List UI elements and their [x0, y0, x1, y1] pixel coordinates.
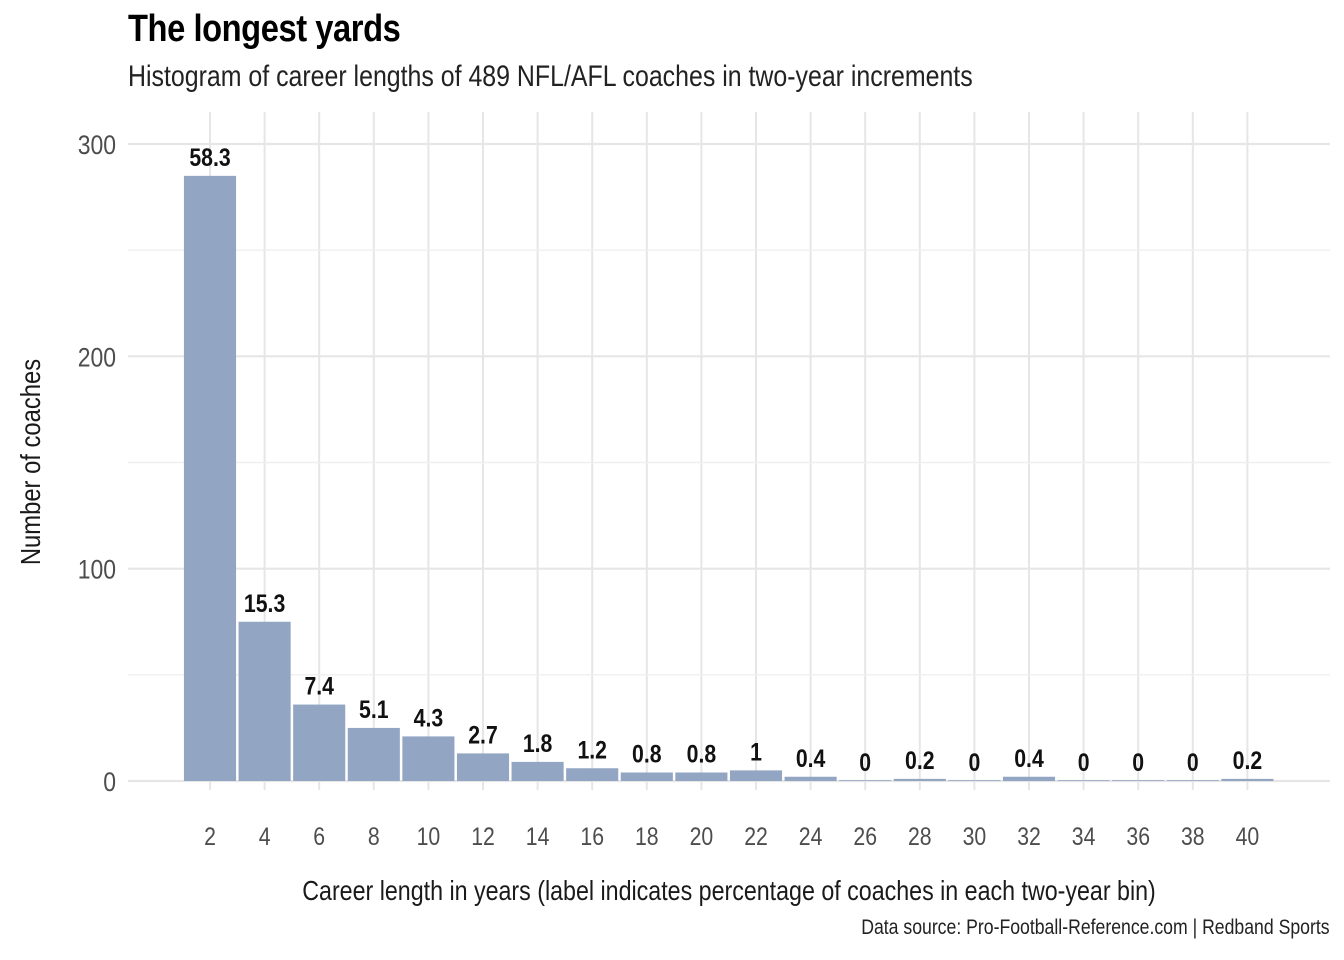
- bar: [729, 770, 783, 781]
- bar: [402, 736, 455, 781]
- bar-value-label: 0: [968, 748, 980, 776]
- y-tick-label: 300: [78, 130, 116, 160]
- bar: [1221, 778, 1274, 781]
- y-tick-label: 200: [78, 343, 116, 373]
- x-axis-title: Career length in years (label indicates …: [302, 876, 1156, 906]
- x-tick-label: 8: [368, 822, 380, 850]
- bars: [183, 175, 1274, 782]
- bar: [784, 776, 837, 781]
- x-tick-label: 2: [204, 822, 216, 850]
- bar: [347, 727, 400, 781]
- bar-value-label: 0: [859, 748, 871, 776]
- x-tick-label: 12: [471, 822, 495, 850]
- bar: [948, 780, 1001, 781]
- bar-value-label: 58.3: [189, 143, 230, 171]
- bar-value-label: 5.1: [359, 695, 389, 723]
- y-axis-ticks: 0 100 200 300: [78, 130, 116, 797]
- x-tick-label: 4: [259, 822, 271, 850]
- x-tick-label: 30: [963, 822, 987, 850]
- x-tick-label: 16: [580, 822, 604, 850]
- x-tick-label: 10: [417, 822, 441, 850]
- data-source-caption: Data source: Pro-Football-Reference.com …: [861, 916, 1330, 939]
- chart-subtitle: Histogram of career lengths of 489 NFL/A…: [128, 60, 973, 93]
- bar: [893, 778, 946, 781]
- bar-value-label: 15.3: [244, 589, 285, 617]
- x-tick-label: 28: [908, 822, 932, 850]
- bar-value-label: 2.7: [468, 721, 498, 749]
- bar: [1002, 776, 1056, 781]
- bar-value-label: 4.3: [414, 704, 444, 732]
- x-tick-label: 38: [1181, 822, 1205, 850]
- x-tick-label: 20: [690, 822, 714, 850]
- bar-value-label: 0.4: [796, 744, 826, 772]
- x-axis-ticks: 2 4 6 8 10 12 14 16 18 20 22 24 26 28 30 32 34 36 38 40: [204, 822, 1259, 850]
- bar: [456, 753, 510, 781]
- y-tick-label: 0: [103, 767, 116, 797]
- bar: [566, 768, 619, 781]
- bar: [1166, 780, 1219, 781]
- bar-value-label: 1.2: [577, 736, 607, 764]
- x-tick-label: 14: [526, 822, 550, 850]
- gridlines: [128, 112, 1330, 790]
- x-tick-label: 6: [313, 822, 325, 850]
- bar: [620, 772, 673, 781]
- x-tick-label: 18: [635, 822, 659, 850]
- bar-value-label: 0: [1132, 748, 1144, 776]
- x-tick-label: 26: [853, 822, 877, 850]
- x-tick-label: 36: [1126, 822, 1150, 850]
- bar: [1057, 780, 1110, 781]
- bar-value-label: 7.4: [304, 672, 334, 700]
- y-axis-title: Number of coaches: [14, 359, 46, 565]
- bar: [511, 761, 564, 781]
- bar-value-label: 1.8: [523, 729, 553, 757]
- data-labels: 58.3 15.3 7.4 5.1 4.3 2.7 1.8 1.2 0.8 0.8 1 0.4 0 0.2…: [189, 143, 1262, 776]
- bar: [238, 621, 291, 781]
- bar-value-label: 0: [1187, 748, 1199, 776]
- bar: [675, 772, 728, 781]
- chart-title: The longest yards: [128, 8, 401, 50]
- bar-value-label: 0: [1078, 748, 1090, 776]
- bar-value-label: 1: [750, 738, 762, 766]
- bar: [1112, 780, 1165, 781]
- x-tick-label: 32: [1017, 822, 1041, 850]
- y-tick-label: 100: [78, 555, 116, 585]
- bar-value-label: 0.2: [905, 746, 935, 774]
- bar: [293, 704, 346, 781]
- x-tick-label: 34: [1072, 822, 1096, 850]
- x-tick-label: 22: [744, 822, 768, 850]
- bar: [839, 780, 892, 781]
- bar-value-label: 0.2: [1233, 746, 1263, 774]
- bar: [183, 175, 237, 782]
- x-tick-label: 40: [1236, 822, 1260, 850]
- bar-value-label: 0.4: [1014, 744, 1044, 772]
- x-tick-label: 24: [799, 822, 823, 850]
- bar-value-label: 0.8: [687, 740, 717, 768]
- bar-value-label: 0.8: [632, 740, 662, 768]
